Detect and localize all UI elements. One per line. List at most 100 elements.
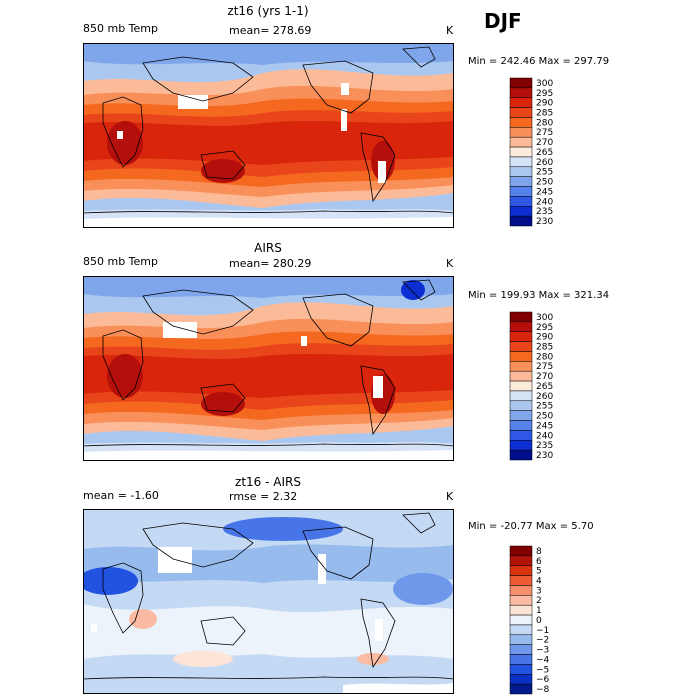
colorbar-label: −5	[536, 665, 549, 675]
coastline	[402, 279, 436, 301]
airs-temperature-map	[83, 276, 454, 461]
colorbar-label: 260	[536, 158, 553, 168]
panel-subtitle-left: 850 mb Temp	[83, 22, 159, 35]
temperature-band	[83, 121, 454, 165]
coastline	[142, 522, 254, 568]
coastline	[83, 210, 454, 214]
coastline	[360, 365, 396, 436]
temperature-band	[83, 354, 454, 398]
coastline	[360, 132, 396, 203]
colorbar-swatch	[509, 146, 533, 158]
colorbar-swatch	[509, 215, 533, 227]
colorbar-swatch	[509, 107, 533, 118]
colorbar-label: 250	[536, 178, 553, 188]
panel-min-max: Min = -20.77 Max = 5.70	[468, 521, 594, 532]
colorbar-swatch	[509, 156, 533, 168]
panel-title: zt16 - AIRS	[235, 475, 301, 489]
colorbar: 3002952902852802752702652602552502452402…	[509, 311, 553, 461]
greenland-cold-area	[401, 280, 425, 300]
colorbar: 3002952902852802752702652602552502452402…	[509, 77, 553, 227]
colorbar-label: 265	[536, 382, 553, 392]
strong-cold-bias-area	[223, 517, 343, 541]
colorbar-swatch	[509, 604, 533, 616]
colorbar-label: 3	[536, 586, 542, 596]
map-frame	[83, 276, 454, 461]
missing-data-area	[318, 554, 326, 584]
missing-data-area	[117, 131, 123, 139]
colorbar-label: 300	[536, 313, 553, 323]
colorbar-label: 245	[536, 187, 553, 197]
colorbar-swatch	[509, 351, 533, 362]
antarctic-missing-area	[343, 683, 454, 694]
colorbar-swatch	[509, 196, 533, 207]
panel-title: AIRS	[254, 241, 282, 255]
coastline	[142, 56, 254, 102]
colorbar-swatch	[509, 380, 533, 392]
colorbar-swatch	[509, 136, 533, 148]
colorbar-swatch	[509, 430, 533, 441]
colorbar-swatch	[509, 555, 533, 566]
colorbar-label: 300	[536, 79, 553, 89]
coastline	[102, 96, 144, 168]
coastline	[102, 562, 144, 634]
coastline	[142, 289, 254, 335]
colorbar-label: 275	[536, 362, 553, 372]
colorbar-swatch	[509, 545, 533, 557]
colorbar-swatch	[509, 370, 533, 382]
colorbar-label: 230	[536, 217, 553, 227]
colorbar-label: −8	[536, 685, 550, 695]
colorbar-label: 280	[536, 118, 553, 128]
colorbar-label: 245	[536, 421, 553, 431]
coastline	[200, 150, 246, 180]
colorbar-swatch	[509, 176, 533, 187]
colorbar-swatch	[509, 674, 533, 685]
colorbar-swatch	[509, 683, 533, 695]
missing-data-area	[375, 619, 383, 641]
missing-data-area	[341, 109, 347, 131]
colorbar-swatch	[509, 595, 533, 606]
panel-mean: mean= 280.29	[229, 257, 312, 270]
colorbar-label: 250	[536, 412, 553, 422]
colorbar-swatch	[509, 654, 533, 665]
colorbar-label: 260	[536, 392, 553, 402]
colorbar-swatch	[509, 331, 533, 342]
panel-units: K	[446, 490, 454, 503]
australia-warm-area	[201, 392, 245, 416]
coastline	[102, 329, 144, 401]
colorbar-swatch	[509, 410, 533, 421]
colorbar-swatch	[509, 390, 533, 402]
colorbar-label: 290	[536, 333, 553, 343]
panel-units: K	[446, 257, 454, 270]
missing-data-area	[163, 322, 197, 338]
colorbar-swatch	[509, 186, 533, 197]
panel-min-max: Min = 242.46 Max = 297.79	[468, 56, 610, 67]
colorbar-swatch	[509, 77, 533, 89]
warm-bias-area	[357, 653, 389, 665]
colorbar-label: 235	[536, 441, 553, 451]
colorbar-swatch	[509, 614, 533, 626]
colorbar-label: 255	[536, 168, 553, 178]
colorbar-swatch	[509, 634, 533, 645]
colorbar-label: −1	[536, 626, 549, 636]
colorbar-label: 270	[536, 372, 553, 382]
colorbar-swatch	[509, 206, 533, 217]
coastline	[360, 598, 396, 669]
colorbar-label: 265	[536, 148, 553, 158]
colorbar-label: 280	[536, 352, 553, 362]
colorbar-label: 285	[536, 342, 553, 352]
australia-warm-area	[201, 159, 245, 183]
colorbar-label: −4	[536, 655, 550, 665]
coastline	[302, 293, 374, 347]
colorbar-label: 240	[536, 197, 553, 207]
warm-bias-area	[173, 651, 233, 667]
missing-data-area	[373, 376, 383, 398]
colorbar-label: 270	[536, 138, 553, 148]
coastline	[200, 616, 246, 646]
coastline	[402, 512, 436, 534]
colorbar-label: 290	[536, 99, 553, 109]
colorbar-swatch	[509, 664, 533, 675]
colorbar-swatch	[509, 97, 533, 108]
colorbar-swatch	[509, 361, 533, 372]
colorbar-swatch	[509, 321, 533, 332]
